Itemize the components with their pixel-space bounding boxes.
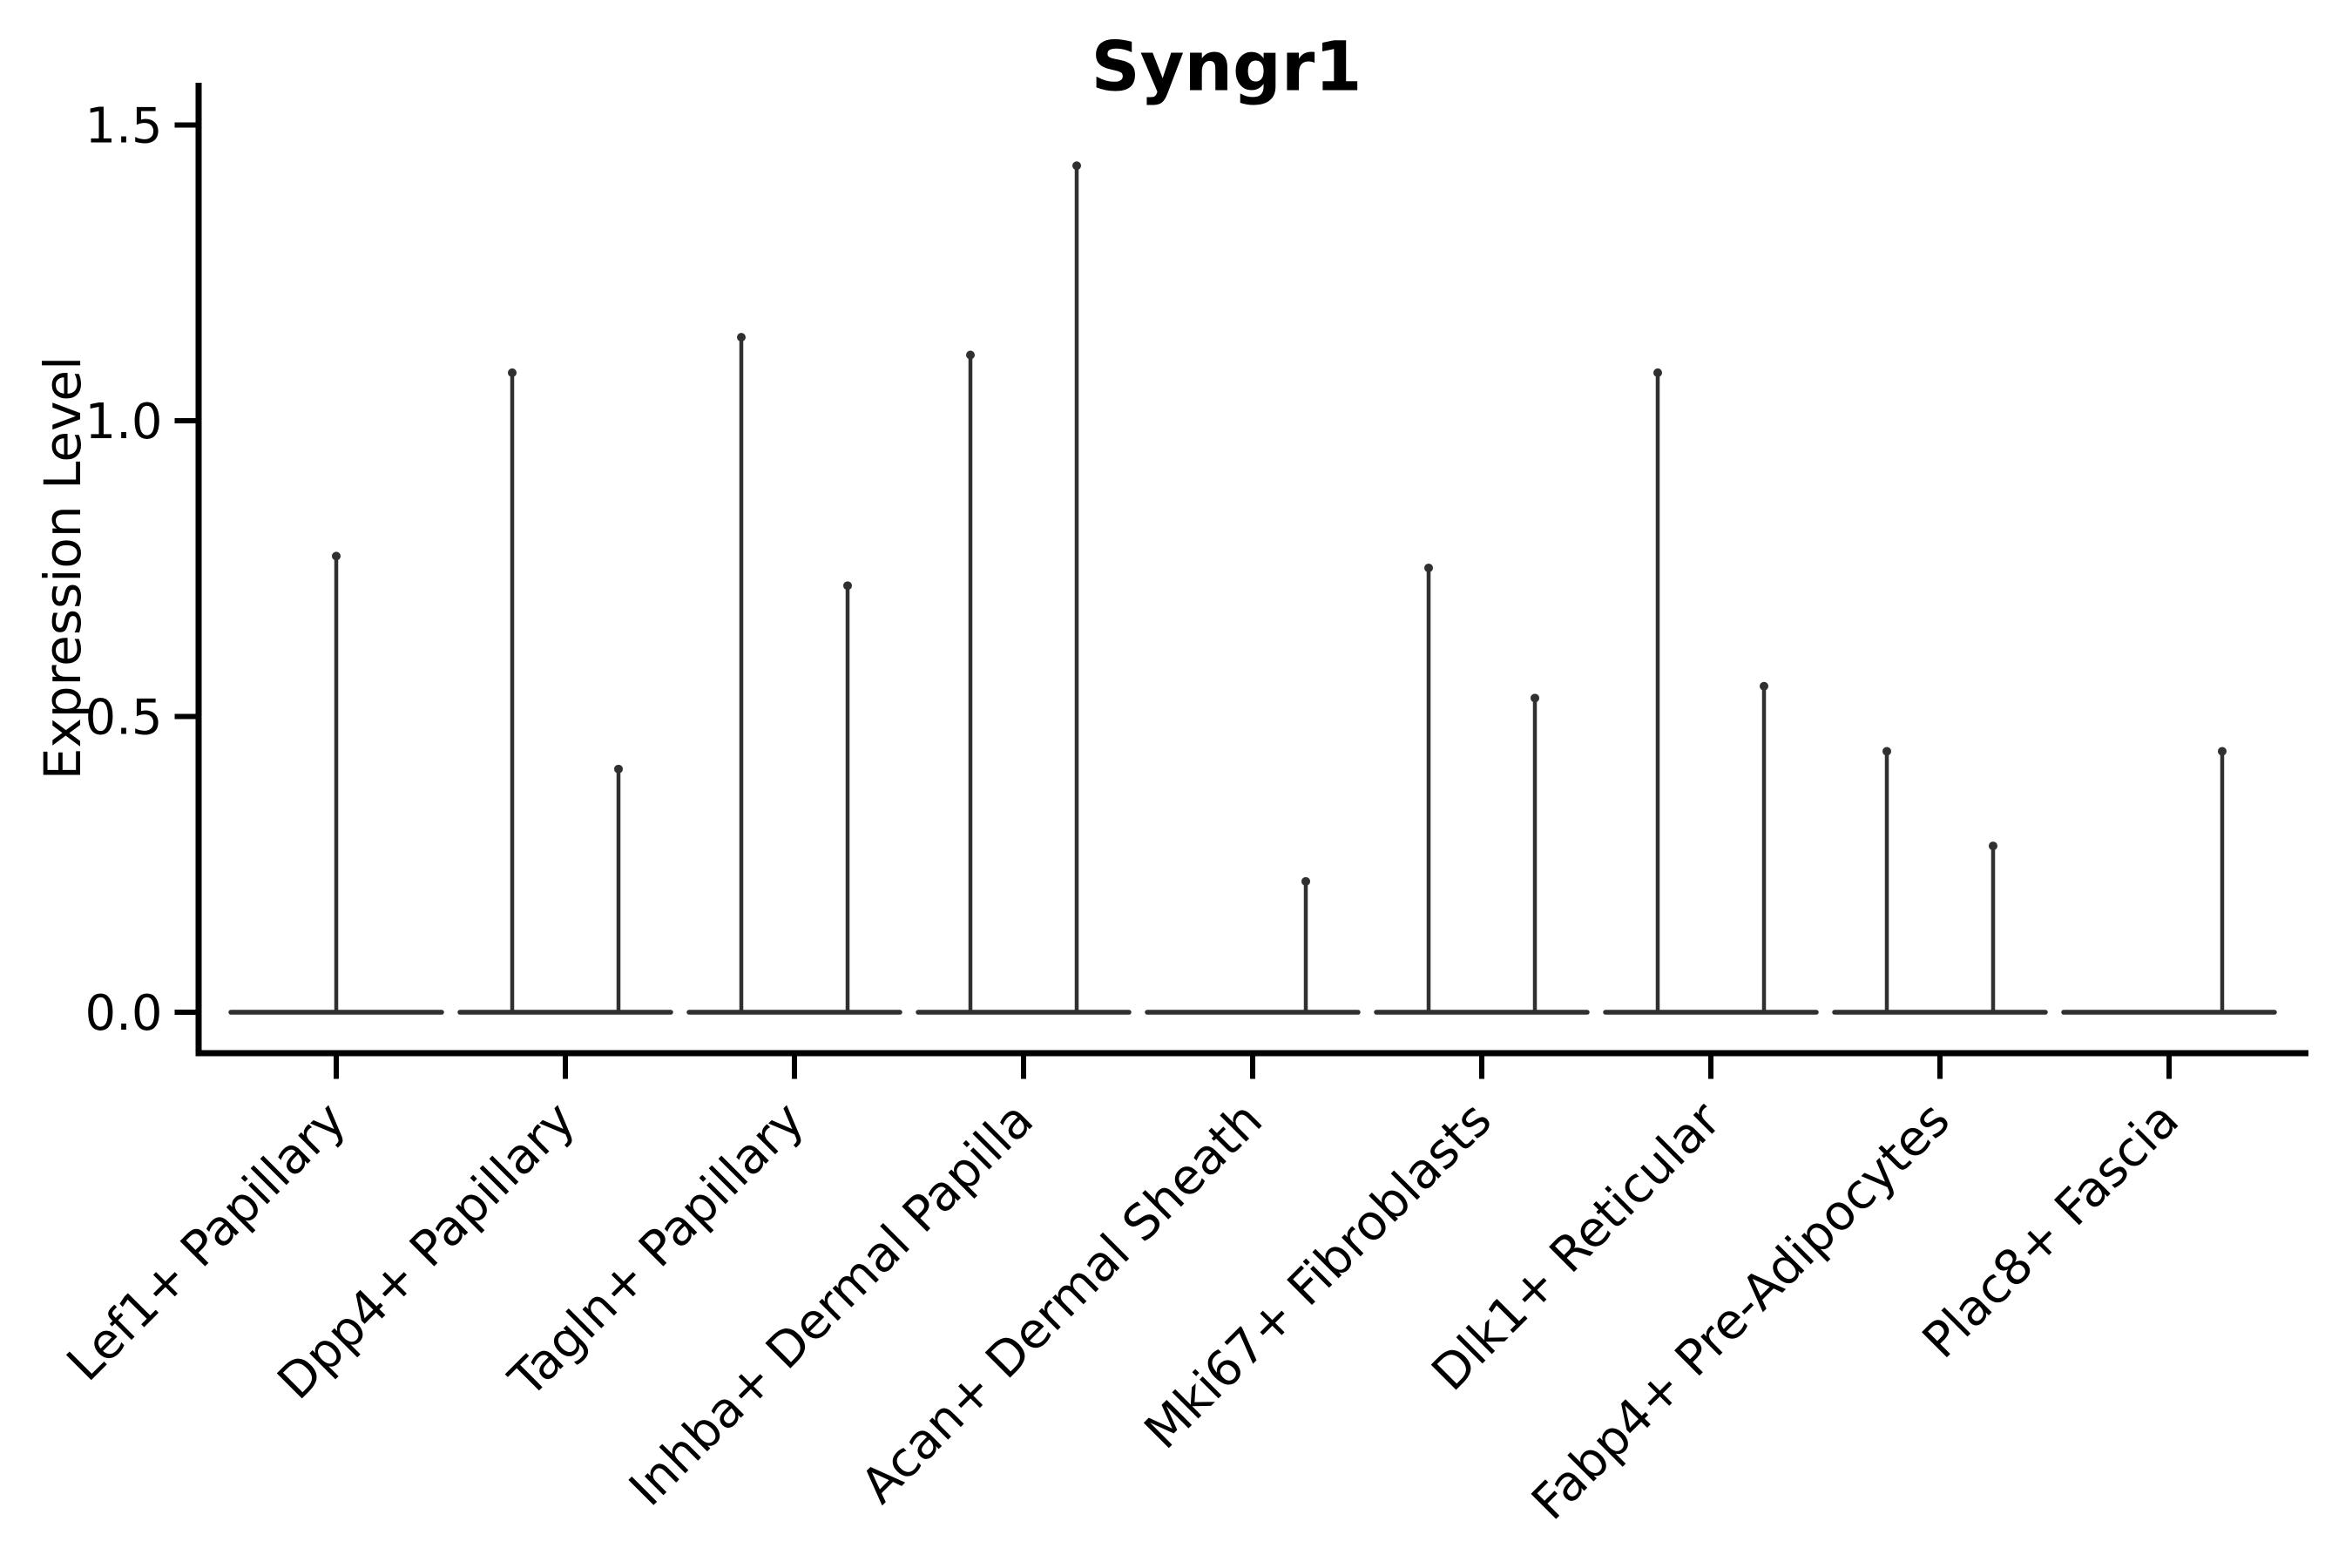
violin-spike-tip [2218,747,2227,756]
violin-spike-tip [1072,161,1081,171]
x-tick-label: Acan+ Dermal Sheath [850,1092,1274,1515]
violin-spike-tip [1424,563,1433,572]
x-tick-label: Inhba+ Dermal Papilla [618,1092,1044,1517]
violin-spike-tip [966,350,975,360]
violin-spike-tip [1882,747,1891,756]
violin-spike-tip [843,581,852,591]
violin-spike-tip [1301,876,1310,886]
y-tick-label: 0.0 [84,985,162,1042]
chart-title: Syngr1 [1091,28,1362,107]
violin-spike-tip [737,333,746,342]
violin-spike-tip [1531,693,1539,703]
y-tick-label: 0.5 [84,690,162,747]
violin-spike-tip [1760,681,1768,691]
violin-spike-tip [508,368,517,377]
violin-spike-tip [332,551,341,561]
y-tick-label: 1.0 [84,394,162,450]
x-tick-label: Fabp4+ Pre-Adipocytes [1521,1092,1961,1531]
violin-spike-tip [614,764,623,774]
violin-spike-tip [1653,368,1662,377]
violin-spike-tip [1989,841,1997,851]
y-tick-label: 1.5 [84,98,162,155]
